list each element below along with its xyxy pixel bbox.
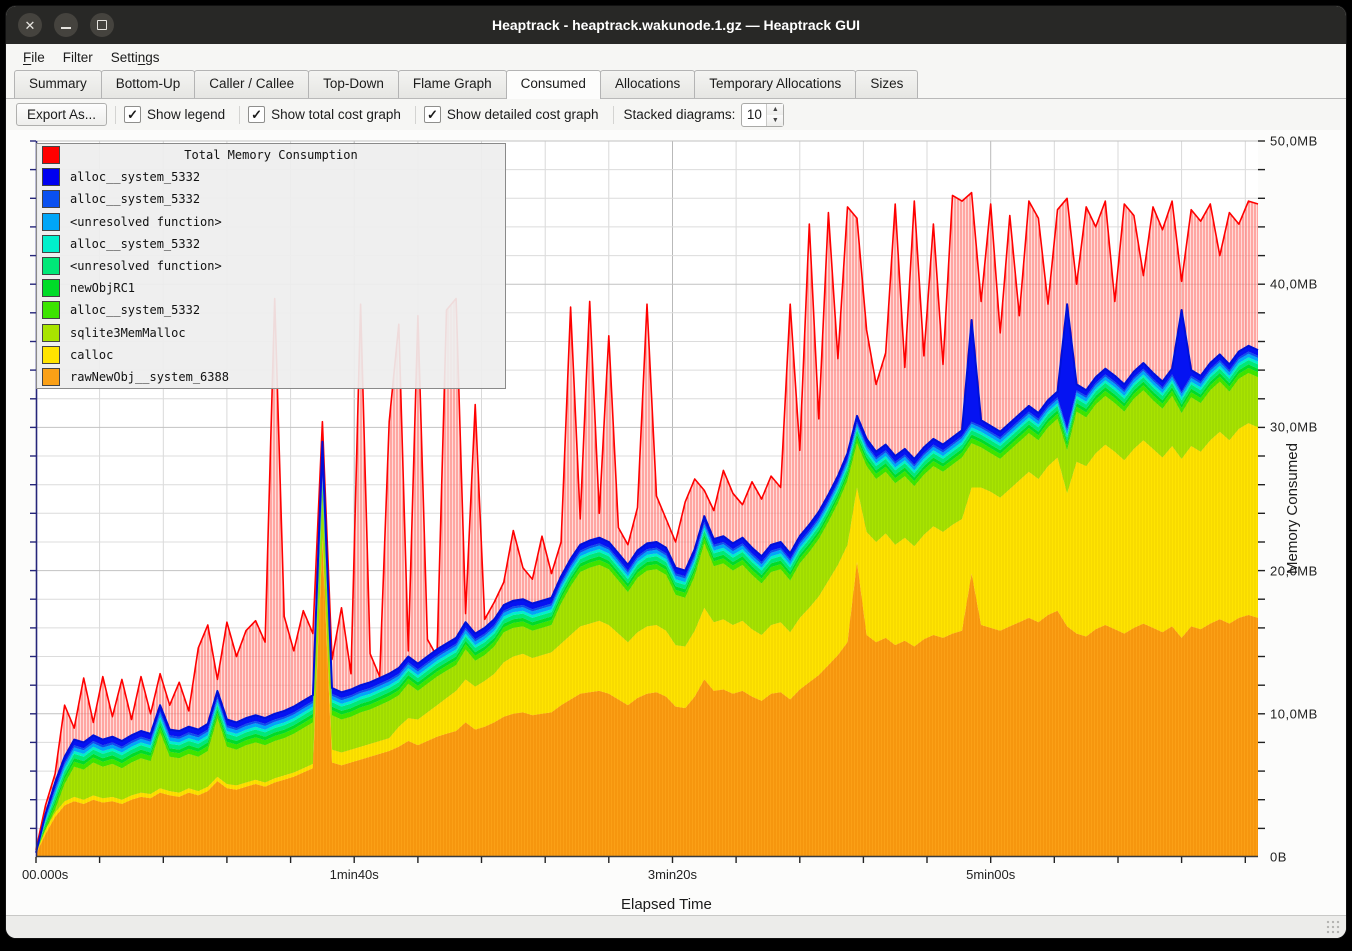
stacked-diagrams-label: Stacked diagrams:: [623, 107, 736, 122]
x-tick-label: 00.000s: [22, 867, 69, 882]
toolbar-separator: [239, 105, 241, 124]
x-tick-label: 3min20s: [647, 867, 698, 882]
tab-summary[interactable]: Summary: [14, 70, 102, 98]
tab-consumed[interactable]: Consumed: [505, 70, 601, 99]
legend-swatch-icon: [42, 168, 60, 187]
toolbar-separator: [115, 105, 117, 124]
maximize-button[interactable]: [90, 13, 114, 37]
export-as-button[interactable]: Export As...: [16, 103, 108, 126]
toolbar-separator: [612, 105, 614, 124]
checkbox-label: Show legend: [147, 107, 226, 122]
stacked-diagrams-spinbox[interactable]: 10 ▲ ▼: [741, 102, 785, 127]
legend-swatch-icon: [42, 257, 60, 276]
legend-label: newObjRC1: [70, 281, 136, 296]
legend-label: Total Memory Consumption: [184, 148, 358, 163]
y-axis-title: Memory Consumed: [1284, 443, 1302, 574]
checkbox-label: Show detailed cost graph: [446, 107, 599, 122]
spin-up-icon[interactable]: ▲: [767, 103, 784, 115]
x-tick-label: 1min40s: [329, 867, 379, 882]
legend-item: alloc__system_5332: [37, 188, 505, 210]
toolbar-separator: [414, 105, 416, 124]
legend-swatch-icon: [42, 234, 60, 253]
y-tick-label: 30,0MB: [1270, 419, 1318, 435]
tab-top-down[interactable]: Top-Down: [308, 70, 399, 98]
legend-item: newObjRC1: [37, 277, 505, 299]
y-tick-label: 0B: [1270, 849, 1287, 865]
resize-grip-icon[interactable]: [1326, 920, 1340, 934]
checkmark-icon[interactable]: ✓: [248, 106, 266, 123]
legend-swatch-icon: [42, 367, 60, 386]
x-tick-label: 5min00s: [966, 867, 1016, 882]
legend-swatch-icon: [42, 345, 60, 364]
legend-item: <unresolved function>: [37, 255, 505, 277]
y-tick-label: 20,0MB: [1270, 563, 1318, 579]
tab-caller-callee[interactable]: Caller / Callee: [194, 70, 310, 98]
tab-allocations[interactable]: Allocations: [599, 70, 696, 98]
legend-label: sqlite3MemMalloc: [70, 325, 186, 340]
x-axis-title: Elapsed Time: [621, 896, 712, 913]
y-tick-label: 50,0MB: [1270, 133, 1318, 149]
legend-swatch-icon: [42, 190, 60, 209]
legend-label: alloc__system_5332: [70, 236, 201, 251]
legend-label: rawNewObj__system_6388: [70, 369, 229, 384]
spin-down-icon[interactable]: ▼: [767, 114, 784, 126]
checkbox-show-total-cost-graph[interactable]: ✓ Show total cost graph: [248, 106, 401, 124]
menu-file[interactable]: File: [23, 49, 45, 65]
legend-swatch-icon: [42, 301, 60, 320]
close-icon: ✕: [24, 17, 36, 33]
legend-swatch-icon: [42, 212, 60, 231]
chart-pane: Total Memory Consumption alloc__system_53…: [6, 130, 1346, 916]
y-tick-label: 40,0MB: [1270, 276, 1318, 292]
legend-label: alloc__system_5332: [70, 192, 201, 207]
legend-item: Total Memory Consumption: [37, 144, 505, 166]
legend-item: alloc__system_5332: [37, 233, 505, 255]
checkbox-show-detailed-cost-graph[interactable]: ✓ Show detailed cost graph: [423, 106, 599, 124]
menu-filter[interactable]: Filter: [62, 49, 93, 65]
y-tick-label: 10,0MB: [1270, 706, 1318, 722]
chart-legend: Total Memory Consumption alloc__system_53…: [36, 143, 506, 390]
stacked-diagrams-value[interactable]: 10: [746, 106, 762, 122]
title-bar[interactable]: ✕ Heaptrack - heaptrack.wakunode.1.gz — …: [6, 6, 1346, 44]
legend-item: alloc__system_5332: [37, 166, 505, 188]
legend-item: <unresolved function>: [37, 211, 505, 233]
close-button[interactable]: ✕: [18, 13, 42, 37]
toolbar: Export As... ✓ Show legend ✓ Show total cos…: [6, 99, 1346, 130]
tab-bottom-up[interactable]: Bottom-Up: [100, 70, 196, 98]
tab-sizes[interactable]: Sizes: [855, 70, 919, 98]
checkbox-label: Show total cost graph: [271, 107, 401, 122]
app-window: ✕ Heaptrack - heaptrack.wakunode.1.gz — …: [6, 6, 1346, 938]
legend-label: <unresolved function>: [70, 214, 222, 229]
tab-temporary-allocations[interactable]: Temporary Allocations: [694, 70, 857, 98]
tab-flame-graph[interactable]: Flame Graph: [397, 70, 507, 98]
legend-item: rawNewObj__system_6388: [37, 366, 505, 388]
checkmark-icon[interactable]: ✓: [124, 106, 142, 123]
window-title: Heaptrack - heaptrack.wakunode.1.gz — He…: [491, 17, 860, 33]
legend-label: calloc: [70, 347, 114, 362]
menu-bar: File Filter Settings: [6, 44, 1346, 70]
status-bar: [6, 916, 1346, 938]
menu-settings[interactable]: Settings: [110, 49, 160, 65]
maximize-icon: [97, 20, 107, 30]
checkbox-show-legend[interactable]: ✓ Show legend: [124, 106, 225, 124]
legend-swatch-icon: [42, 279, 60, 298]
legend-swatch-icon: [42, 323, 60, 342]
legend-item: alloc__system_5332: [37, 299, 505, 321]
checkmark-icon[interactable]: ✓: [423, 106, 441, 123]
legend-label: <unresolved function>: [70, 259, 222, 274]
legend-label: alloc__system_5332: [70, 170, 201, 185]
legend-label: alloc__system_5332: [70, 303, 201, 318]
legend-swatch-icon: [42, 146, 60, 165]
minimize-icon: [61, 27, 71, 29]
legend-item: calloc: [37, 344, 505, 366]
tab-bar: Summary Bottom-Up Caller / Callee Top-Down F…: [6, 70, 1346, 99]
minimize-button[interactable]: [54, 13, 78, 37]
memory-chart[interactable]: [30, 140, 1265, 863]
legend-item: sqlite3MemMalloc: [37, 322, 505, 344]
